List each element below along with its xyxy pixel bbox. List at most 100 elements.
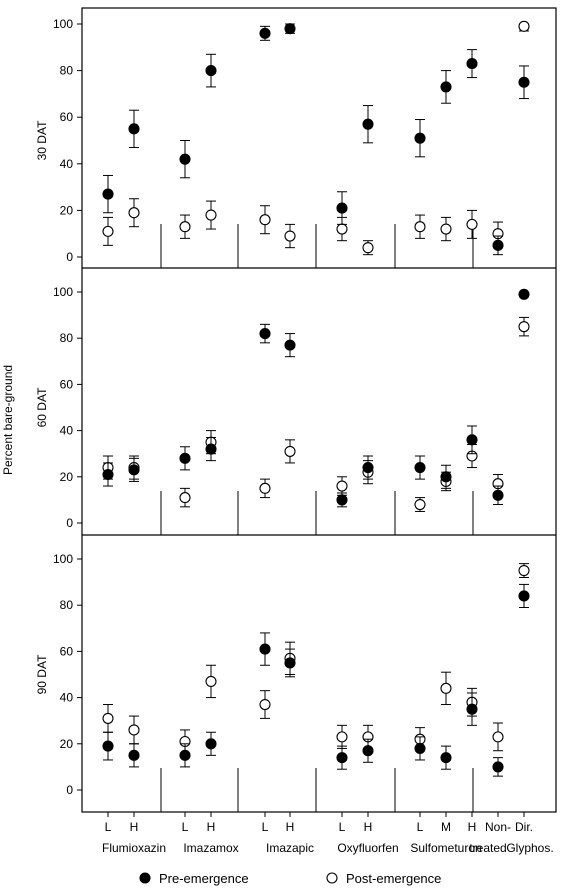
group-label: treated bbox=[469, 841, 506, 855]
panel-30-dat: 0 20 40 60 80 100 30 DAT bbox=[35, 17, 530, 268]
pre-emergence-point bbox=[362, 118, 374, 130]
y-tick-label: 100 bbox=[53, 552, 73, 566]
pre-emergence-point bbox=[259, 328, 271, 340]
chart-frame bbox=[81, 7, 557, 813]
x-tick-label: H bbox=[130, 820, 139, 834]
y-tick-label: 0 bbox=[66, 516, 73, 530]
pre-emergence-point bbox=[102, 188, 114, 200]
y-tick-label: 20 bbox=[60, 203, 74, 217]
pre-emergence-point bbox=[179, 153, 191, 165]
pre-emergence-point bbox=[518, 288, 530, 300]
pre-emergence-point bbox=[518, 590, 530, 602]
post-emergence-point bbox=[466, 218, 478, 230]
y-tick-label: 0 bbox=[66, 250, 73, 264]
post-emergence-point bbox=[284, 445, 296, 457]
group-label: Imazamox bbox=[183, 841, 238, 855]
pre-emergence-point bbox=[128, 123, 140, 135]
post-emergence-point bbox=[102, 225, 114, 237]
post-emergence-point bbox=[259, 482, 271, 494]
x-tick-label: L bbox=[339, 820, 346, 834]
post-emergence-point bbox=[128, 207, 140, 219]
pre-emergence-point bbox=[259, 27, 271, 39]
y-tick-label: 0 bbox=[66, 783, 73, 797]
pre-emergence-point bbox=[414, 132, 426, 144]
pre-emergence-point bbox=[205, 738, 217, 750]
pre-emergence-point bbox=[128, 749, 140, 761]
panels: 0 20 40 60 80 100 30 DAT 0 20 40 60 80 100 60 DAT 0 20 4… bbox=[35, 17, 556, 812]
pre-emergence-point bbox=[440, 81, 452, 93]
y-tick-label: 40 bbox=[60, 424, 74, 438]
pre-emergence-point bbox=[336, 752, 348, 764]
legend-item: Post-emergence bbox=[326, 871, 441, 886]
pre-emergence-point bbox=[362, 462, 374, 474]
pre-emergence-point bbox=[205, 443, 217, 455]
post-emergence-point bbox=[414, 498, 426, 511]
y-axis-title: Percent bare-ground bbox=[1, 365, 15, 475]
panel-label: 90 DAT bbox=[35, 654, 49, 694]
y-tick-label: 60 bbox=[60, 377, 74, 391]
y-tick-label: 20 bbox=[60, 737, 74, 751]
pre-emergence-point bbox=[466, 703, 478, 715]
pre-emergence-point bbox=[466, 58, 478, 70]
x-tick-label: L bbox=[262, 820, 269, 834]
y-tick-label: 80 bbox=[60, 598, 74, 612]
y-tick-label: 40 bbox=[60, 691, 74, 705]
y-tick-label: 80 bbox=[60, 64, 74, 78]
post-emergence-point bbox=[179, 221, 191, 233]
y-tick-label: 40 bbox=[60, 157, 74, 171]
post-emergence-point bbox=[259, 698, 271, 711]
post-emergence-point bbox=[362, 242, 374, 254]
pre-emergence-point bbox=[284, 657, 296, 669]
post-emergence-point bbox=[336, 480, 348, 492]
legend-label: Post-emergence bbox=[346, 871, 441, 886]
group-label: Sulfometuron bbox=[410, 841, 481, 855]
post-emergence-point bbox=[518, 564, 530, 577]
pre-emergence-point bbox=[518, 76, 530, 88]
post-emergence-point bbox=[518, 20, 530, 32]
post-emergence-point bbox=[128, 724, 140, 736]
pre-emergence-point bbox=[205, 65, 217, 77]
pre-emergence-point bbox=[492, 239, 504, 251]
pre-emergence-point bbox=[362, 745, 374, 757]
pre-emergence-legend-marker bbox=[139, 872, 151, 884]
post-emergence-point bbox=[179, 492, 191, 504]
y-tick-label: 80 bbox=[60, 331, 74, 345]
post-emergence-point bbox=[336, 223, 348, 235]
panel-label: 30 DAT bbox=[35, 120, 49, 160]
pre-emergence-point bbox=[414, 742, 426, 754]
post-emergence-point bbox=[440, 682, 452, 694]
pre-emergence-point bbox=[128, 464, 140, 476]
x-tick-label: Non- bbox=[485, 820, 511, 834]
x-tick-label: M bbox=[441, 820, 451, 834]
group-label: Flumioxazin bbox=[102, 841, 166, 855]
legend: Pre-emergence Post-emergence bbox=[139, 871, 441, 886]
pre-emergence-point bbox=[102, 468, 114, 481]
pre-emergence-point bbox=[492, 489, 504, 501]
pre-emergence-point bbox=[284, 23, 296, 35]
post-emergence-point bbox=[336, 731, 348, 743]
post-emergence-point bbox=[492, 731, 504, 743]
legend-item: Pre-emergence bbox=[139, 871, 249, 886]
panel-label: 60 DAT bbox=[35, 387, 49, 427]
y-tick-label: 100 bbox=[53, 17, 73, 31]
post-emergence-point bbox=[284, 230, 296, 242]
pre-emergence-point bbox=[102, 740, 114, 752]
y-tick-label: 100 bbox=[53, 285, 73, 299]
pre-emergence-point bbox=[466, 434, 478, 446]
panel-60-dat: 0 20 40 60 80 100 60 DAT bbox=[35, 267, 556, 535]
pre-emergence-point bbox=[284, 339, 296, 351]
legend-label: Pre-emergence bbox=[159, 871, 249, 886]
panel-90-dat: 0 20 40 60 80 100 90 DAT bbox=[35, 534, 556, 812]
pre-emergence-point bbox=[179, 749, 191, 761]
pre-emergence-point bbox=[336, 202, 348, 214]
pre-emergence-point bbox=[259, 643, 271, 655]
y-tick-label: 60 bbox=[60, 644, 74, 658]
x-tick-label: L bbox=[417, 820, 424, 834]
x-axis: L H L H L H L H L M H Non- Dir. Flumioxazin Imazamox Im… bbox=[102, 812, 554, 855]
pre-emergence-point bbox=[492, 761, 504, 773]
group-label: Oxyfluorfen bbox=[337, 841, 398, 855]
x-tick-label: L bbox=[182, 820, 189, 834]
post-emergence-point bbox=[414, 221, 426, 233]
y-tick-label: 60 bbox=[60, 110, 74, 124]
post-emergence-point bbox=[205, 209, 217, 221]
